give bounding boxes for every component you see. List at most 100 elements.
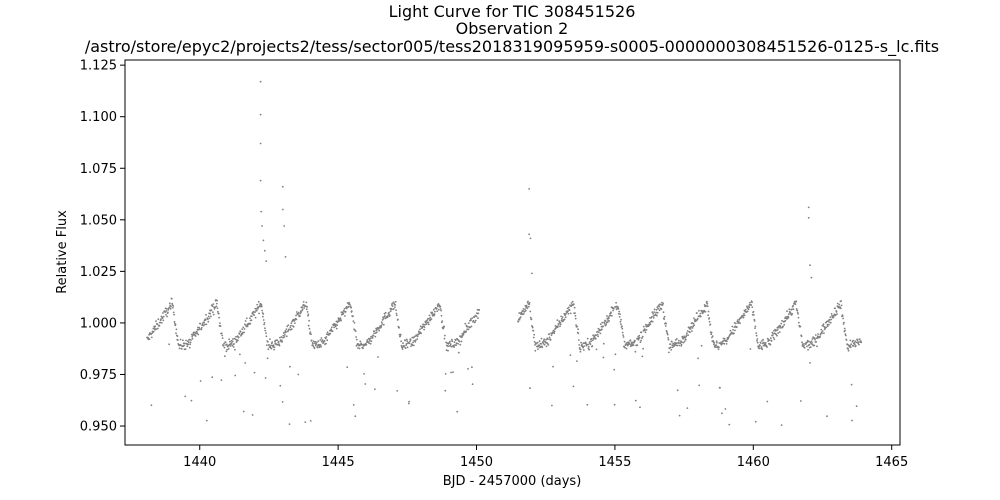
- data-point: [533, 333, 536, 336]
- data-point: [300, 311, 302, 314]
- data-point: [239, 353, 241, 356]
- data-point: [540, 337, 543, 340]
- data-point: [547, 344, 550, 346]
- data-point: [297, 311, 300, 314]
- data-point: [261, 309, 264, 312]
- data-point: [561, 317, 563, 320]
- data-point: [527, 305, 530, 308]
- data-point: [260, 303, 263, 306]
- data-point: [615, 308, 618, 311]
- data-point: [333, 326, 335, 329]
- data-point: [769, 337, 772, 339]
- data-point: [601, 321, 604, 324]
- data-point: [184, 395, 187, 398]
- data-point: [768, 339, 771, 342]
- data-point: [374, 335, 377, 338]
- data-point: [776, 329, 779, 331]
- data-point: [772, 336, 775, 339]
- data-point: [397, 318, 399, 321]
- data-point: [212, 303, 215, 305]
- data-point: [576, 325, 579, 328]
- data-point: [833, 314, 835, 317]
- data-point: [542, 341, 544, 343]
- data-point: [641, 355, 644, 358]
- data-point: [839, 307, 842, 310]
- data-point: [412, 341, 414, 344]
- data-point: [254, 316, 257, 319]
- data-point: [213, 308, 216, 310]
- data-point: [189, 343, 192, 346]
- data-point: [186, 345, 189, 348]
- data-point: [754, 325, 757, 328]
- data-point: [686, 332, 688, 335]
- data-point: [380, 324, 383, 327]
- data-point: [150, 404, 153, 407]
- data-point: [738, 321, 740, 323]
- data-point: [803, 344, 805, 347]
- data-point: [667, 338, 670, 341]
- data-point: [857, 341, 860, 343]
- data-point: [797, 313, 799, 315]
- data-point: [671, 340, 673, 343]
- data-point: [788, 313, 790, 316]
- data-point: [396, 390, 399, 392]
- data-point: [579, 350, 582, 353]
- data-point: [314, 342, 316, 345]
- data-point: [582, 346, 584, 349]
- data-point: [640, 339, 642, 342]
- data-point: [656, 314, 658, 317]
- data-point: [182, 339, 184, 342]
- data-point: [365, 343, 368, 346]
- data-point: [641, 337, 643, 340]
- data-point: [574, 312, 576, 314]
- data-point: [273, 348, 275, 351]
- data-point: [391, 302, 394, 305]
- data-point: [392, 308, 395, 310]
- data-point: [225, 343, 228, 346]
- data-point: [590, 340, 592, 343]
- data-point: [447, 349, 449, 352]
- data-point: [352, 320, 355, 323]
- data-point: [172, 307, 174, 309]
- data-point: [316, 346, 319, 349]
- data-point: [542, 342, 545, 345]
- data-point: [382, 323, 385, 326]
- data-point: [288, 328, 290, 331]
- data-point: [330, 326, 333, 329]
- data-point: [404, 347, 407, 350]
- data-point: [707, 314, 709, 317]
- data-point: [160, 321, 163, 324]
- data-point: [198, 328, 201, 330]
- data-point: [531, 272, 533, 275]
- data-point: [557, 325, 559, 327]
- data-point: [449, 340, 451, 343]
- data-point: [467, 368, 469, 370]
- data-point: [413, 339, 415, 342]
- data-point: [792, 308, 795, 311]
- data-point: [699, 312, 702, 315]
- data-point: [652, 317, 655, 319]
- data-point: [604, 320, 607, 322]
- data-point: [477, 312, 480, 315]
- data-point: [167, 311, 169, 314]
- data-point: [155, 328, 158, 330]
- data-point: [821, 330, 824, 332]
- data-point: [778, 326, 780, 329]
- y-tick-label: 0.950: [80, 420, 117, 435]
- data-point: [371, 336, 374, 339]
- data-point: [330, 329, 333, 331]
- data-point: [838, 303, 841, 306]
- data-point: [684, 338, 687, 341]
- data-point: [199, 380, 202, 382]
- data-point: [168, 343, 171, 346]
- data-point: [827, 320, 830, 323]
- data-point: [756, 341, 759, 344]
- data-point: [302, 301, 305, 303]
- data-point: [675, 342, 678, 345]
- data-point: [550, 334, 553, 337]
- data-point: [347, 305, 350, 308]
- data-point: [840, 304, 843, 307]
- data-point: [318, 346, 321, 349]
- data-point: [440, 309, 442, 312]
- data-point: [783, 323, 786, 326]
